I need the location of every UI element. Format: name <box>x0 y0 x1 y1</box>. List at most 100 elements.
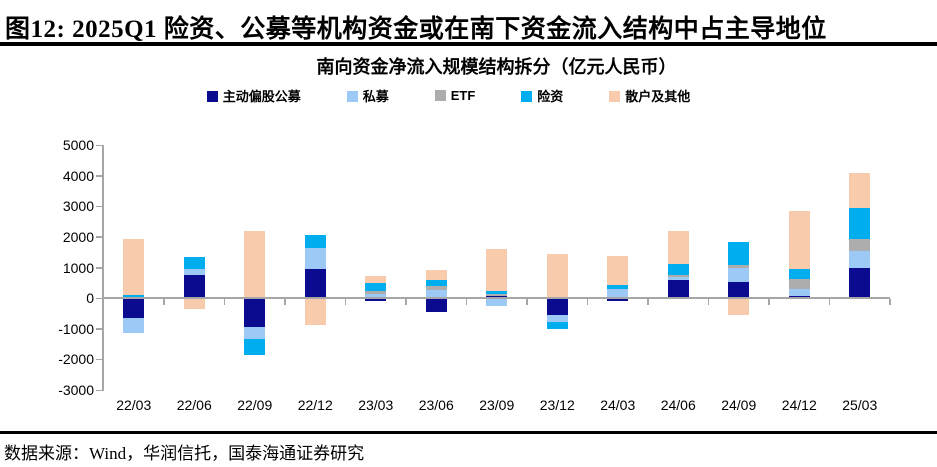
bar-segment <box>425 280 447 286</box>
bar-segment <box>607 298 629 302</box>
x-axis-tick <box>526 299 528 306</box>
y-axis-label: 3000 <box>62 198 94 215</box>
x-axis-label: 22/03 <box>116 397 152 413</box>
y-axis-tick <box>95 236 102 238</box>
legend-swatch-icon <box>521 91 533 102</box>
bar-segment <box>546 253 568 299</box>
legend-item: 私募 <box>346 86 389 105</box>
chart-legend: 主动偏股公募 私募 ETF 险资 散户及其他 <box>80 86 817 105</box>
x-axis-tick <box>586 299 589 306</box>
legend-item: ETF <box>434 88 475 103</box>
x-axis-tick <box>465 299 468 306</box>
y-axis-tick <box>95 144 102 146</box>
bar-segment <box>183 274 205 299</box>
y-axis-label: -3000 <box>58 382 94 398</box>
x-axis-label: 22/09 <box>237 397 273 413</box>
legend-label: 散户及其他 <box>625 89 691 104</box>
legend-item: 散户及其他 <box>609 86 690 105</box>
bar-segment <box>607 285 629 290</box>
legend-item: 险资 <box>521 86 563 105</box>
bar-segment <box>244 298 266 328</box>
x-axis-label: 23/03 <box>358 397 394 413</box>
legend-label: 主动偏股公募 <box>222 89 301 104</box>
x-axis-label: 22/06 <box>176 397 212 413</box>
x-axis-label: 24/12 <box>781 397 817 413</box>
bar-segment <box>607 289 629 299</box>
y-axis-tick <box>95 328 102 330</box>
bar-segment <box>849 207 871 240</box>
y-axis-label: -2000 <box>58 351 94 368</box>
legend-swatch-icon <box>434 90 446 101</box>
bar-segment <box>304 235 326 248</box>
bar-segment <box>365 298 387 301</box>
x-axis-tick <box>647 299 649 306</box>
bar-segment <box>788 288 810 296</box>
x-axis-label: 23/06 <box>418 397 454 413</box>
y-axis-label: 5000 <box>62 137 94 153</box>
figure-footer: 数据来源：Wind，华润信托，国泰海通证券研究 <box>0 431 937 464</box>
x-axis-label: 25/03 <box>842 397 878 413</box>
bar-segment <box>486 294 508 297</box>
x-axis-tick <box>889 299 891 306</box>
bar-segment <box>425 285 447 290</box>
y-axis-tick <box>95 358 102 361</box>
x-axis-label: 24/06 <box>660 397 696 413</box>
bar-segment <box>244 230 266 299</box>
bar-segment <box>486 291 508 295</box>
bar-segment <box>546 321 568 330</box>
y-axis-tick <box>95 175 102 177</box>
source-note: 数据来源：Wind，华润信托，国泰海通证券研究 <box>4 444 365 463</box>
figure-header: 图12: 2025Q1 险资、公募等机构资金或在南下资金流入结构中占主导地位 <box>0 0 937 46</box>
bar-segment <box>546 314 568 322</box>
x-axis-label: 23/12 <box>539 397 575 413</box>
y-axis-label: 0 <box>86 290 94 307</box>
x-axis-tick <box>768 299 770 306</box>
y-axis-label: 2000 <box>62 228 94 245</box>
bar-segment <box>365 293 387 299</box>
bar-segment <box>486 298 508 307</box>
bar-segment <box>849 172 871 208</box>
x-axis-tick <box>163 299 165 306</box>
bar-segment <box>728 298 750 315</box>
y-axis-label: -1000 <box>58 320 94 337</box>
x-axis-tick <box>223 299 226 306</box>
bar-segment <box>728 242 750 266</box>
chart-title: 南向资金净流入规模结构拆分（亿元人民币） <box>316 57 677 77</box>
bar-segment <box>123 318 145 334</box>
y-axis-label: 1000 <box>62 259 94 276</box>
bar-segment <box>849 250 871 268</box>
bar-segment <box>667 230 689 264</box>
bar-segment <box>244 339 266 355</box>
bar-segment <box>123 295 145 299</box>
legend-label: 私募 <box>362 89 389 104</box>
bar-segment <box>788 278 810 289</box>
legend-swatch-icon <box>609 91 621 102</box>
bar-segment <box>425 270 447 281</box>
x-axis-zero-line <box>103 297 890 300</box>
bar-segment <box>607 256 629 286</box>
bar-segment <box>123 298 145 319</box>
bar-segment <box>183 298 205 309</box>
bar-segment <box>304 269 326 299</box>
y-axis-line <box>101 145 104 391</box>
bar-segment <box>849 267 871 299</box>
bar-segment <box>365 276 387 284</box>
bar-segment <box>123 239 145 296</box>
figure-title: 图12: 2025Q1 险资、公募等机构资金或在南下资金流入结构中占主导地位 <box>5 16 827 43</box>
y-axis-tick <box>95 267 102 269</box>
bar-segment <box>183 269 205 275</box>
bar-segment <box>425 298 447 313</box>
bar-segment <box>667 263 689 275</box>
x-axis-tick <box>284 299 286 306</box>
legend-label: 险资 <box>537 89 564 104</box>
legend-swatch-icon <box>206 91 218 102</box>
bar-segment <box>546 298 568 315</box>
bar-segment <box>667 279 689 299</box>
bar-segment <box>667 274 689 278</box>
bar-segment <box>244 327 266 340</box>
x-axis-label: 24/09 <box>721 397 757 413</box>
x-axis-label: 23/09 <box>479 397 515 413</box>
bar-segment <box>304 298 326 325</box>
y-axis-tick <box>95 297 102 300</box>
